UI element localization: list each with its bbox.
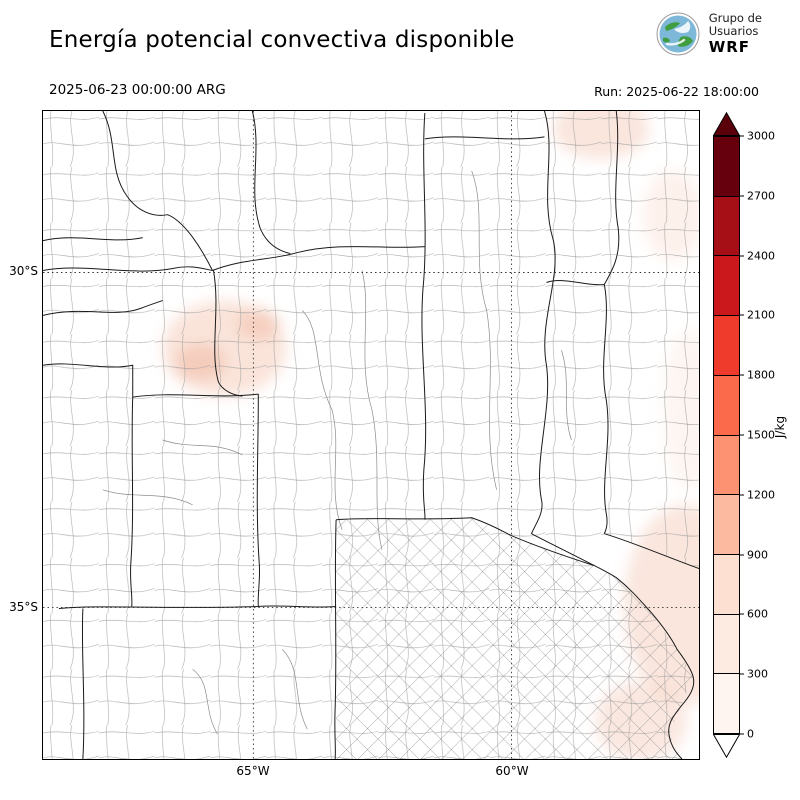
logo-text: Grupo de Usuarios WRF bbox=[708, 11, 762, 56]
province-borders bbox=[43, 111, 699, 759]
colorbar-segment bbox=[714, 434, 739, 495]
colorbar-tick: 2100 bbox=[740, 309, 775, 322]
colorbar-unit-label: J/kg bbox=[773, 415, 788, 439]
colorbar-segment bbox=[714, 315, 739, 375]
colorbar-tick: 300 bbox=[740, 668, 768, 681]
colorbar-top-arrow bbox=[713, 112, 740, 136]
map-image bbox=[43, 111, 699, 759]
colorbar-segment bbox=[714, 673, 739, 734]
page-title: Energía potencial convectiva disponible bbox=[49, 27, 515, 53]
colorbar-segment bbox=[714, 195, 739, 256]
colorbar-segment bbox=[714, 255, 739, 316]
colorbar-ticks: 3000 2700 2400 2100 1800 1500 1200 900 600 300 0 bbox=[740, 130, 795, 741]
colorbar-tick: 0 bbox=[740, 728, 754, 741]
run-time-label: Run: 2025-06-22 18:00:00 bbox=[594, 84, 759, 99]
lat-tick-30s: 30°S bbox=[9, 264, 38, 278]
colorbar-segment bbox=[714, 553, 739, 614]
department-boundaries bbox=[43, 111, 699, 759]
colorbar-segment bbox=[714, 494, 739, 554]
colorbar-segment bbox=[714, 137, 739, 196]
valid-time-label: 2025-06-23 00:00:00 ARG bbox=[49, 82, 226, 98]
colorbar-tick: 2400 bbox=[740, 249, 775, 262]
graticule bbox=[43, 111, 699, 759]
logo-line-1: Grupo de bbox=[708, 11, 762, 26]
colorbar-top-arrow-icon bbox=[713, 112, 740, 136]
colorbar-segment bbox=[714, 374, 739, 435]
colorbar-tick: 600 bbox=[740, 608, 768, 621]
interior-boundaries bbox=[102, 170, 572, 735]
colorbar-tick: 1800 bbox=[740, 369, 775, 382]
colorbar-bottom-arrow-icon bbox=[713, 734, 740, 758]
colorbar-tick: 900 bbox=[740, 548, 768, 561]
colorbar-segments bbox=[713, 136, 740, 734]
colorbar-tick: 2700 bbox=[740, 189, 775, 202]
colorbar-tick: 1500 bbox=[740, 429, 775, 442]
lat-tick-35s: 35°S bbox=[9, 600, 38, 614]
lon-tick-60w: 60°W bbox=[495, 764, 529, 778]
colorbar-bottom-arrow bbox=[713, 734, 740, 758]
colorbar-segment bbox=[714, 613, 739, 674]
map-frame bbox=[42, 110, 700, 760]
logo-line-3: WRF bbox=[708, 37, 751, 56]
wrf-user-group-logo: Grupo de Usuarios WRF bbox=[655, 11, 762, 57]
colorbar-tick: 3000 bbox=[740, 130, 775, 143]
logo-line-2: Usuarios bbox=[708, 24, 759, 39]
globe-icon bbox=[656, 12, 700, 56]
lon-tick-65w: 65°W bbox=[236, 764, 270, 778]
colorbar-tick: 1200 bbox=[740, 488, 775, 501]
colorbar: 3000 2700 2400 2100 1800 1500 1200 900 600 300 0 J… bbox=[713, 112, 798, 758]
